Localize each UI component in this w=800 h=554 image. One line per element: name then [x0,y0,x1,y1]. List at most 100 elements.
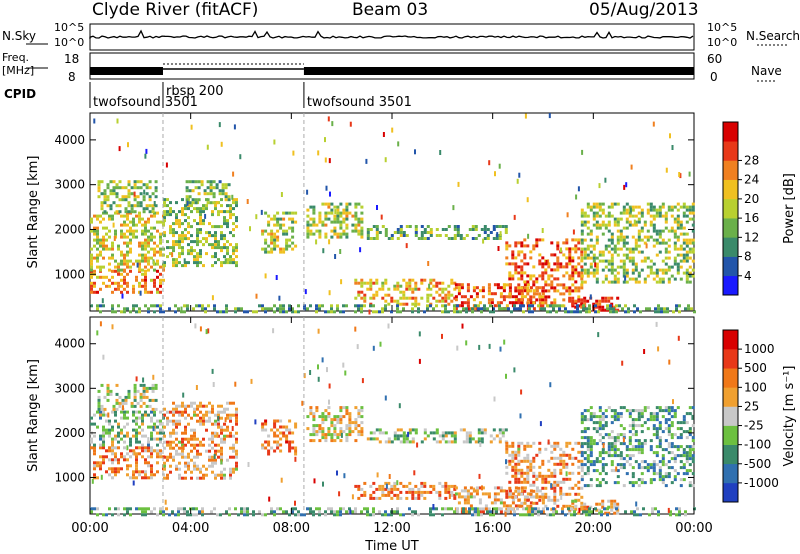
echo-cell [685,445,689,449]
echo-cell [534,507,537,511]
echo-cell [212,180,216,184]
echo-cell [426,434,430,438]
echo-cell [315,307,318,311]
echo-cell [96,256,99,260]
echo-cell [205,240,208,244]
echo-cell [568,453,572,457]
freq-band-2 [303,67,694,75]
echo-cell [637,415,641,419]
echo-cell [604,265,608,269]
echo-cell [631,277,635,281]
echo-cell [123,259,126,263]
echo-cell [640,229,644,233]
echo-cell [264,229,268,233]
y-tick-label: 1000 [54,267,85,281]
echo-cell [580,208,584,212]
echo-cell [420,225,424,228]
echo-cell [212,201,216,205]
echo-cell [595,415,599,419]
echo-cell [664,472,668,476]
echo-cell [667,475,671,479]
echo-cell [288,419,292,423]
echo-cell [123,281,126,285]
echo-cell [321,436,325,440]
echo-cell [475,295,479,299]
echo-cell [126,259,129,263]
echo-cell [549,513,552,517]
echo-cell [147,229,150,233]
echo-cell [607,262,611,266]
echo-cell [574,504,578,508]
echo-cell [187,464,190,468]
echo-cell [420,440,424,444]
echo-cell [141,259,144,263]
echo-cell [375,278,379,282]
echo-cell [508,489,512,493]
echo-cell [185,195,189,199]
echo-cell [525,507,528,511]
echo-cell [129,449,132,453]
echo-cell [447,507,450,511]
echo-cell [417,237,421,240]
echo-cell [336,214,340,218]
echo-cell [163,261,166,265]
echo-cell [682,472,686,476]
echo-cell [142,210,146,214]
echo-cell [636,507,639,511]
echo-cell [589,505,593,509]
echo-cell [124,195,128,199]
echo-cell [444,434,448,438]
echo-cell [166,246,169,250]
echo-cell [676,436,680,440]
echo-cell [339,214,343,218]
echo-cell [517,468,521,472]
echo-cell [360,406,364,410]
echo-cell [438,440,442,444]
echo-cell [132,476,135,480]
echo-cell [163,234,166,238]
echo-cell [559,492,563,496]
echo-cell [111,217,114,221]
echo-cell [229,231,232,235]
echo-cell [499,286,503,290]
echo-cell [550,268,554,272]
echo-cell [679,244,683,248]
echo-cell [658,478,662,482]
echo-cell [138,253,141,257]
echo-cell [144,434,147,438]
echo-cell [679,265,683,269]
echo-speck [457,181,460,187]
echo-cell [294,211,298,215]
echo-cell [511,277,515,281]
echo-cell [184,428,187,432]
echo-cell [657,510,660,514]
echo-cell [438,493,442,497]
echo-speck [671,145,674,150]
echo-cell [126,507,129,511]
echo-cell [520,504,524,508]
echo-cell [126,307,129,311]
echo-cell [438,299,442,303]
echo-cell [655,280,659,284]
echo-cell [144,278,147,282]
echo-cell [369,493,373,497]
echo-speck [545,260,548,265]
echo-cell [153,241,156,245]
echo-cell [478,498,482,502]
echo-cell [655,241,659,245]
echo-cell [405,287,409,291]
echo-cell [676,265,680,269]
echo-cell [580,459,584,463]
echo-cell [215,186,219,190]
echo-cell [136,204,140,208]
echo-cell [492,225,496,228]
echo-cell [221,192,225,196]
echo-speck [560,494,563,500]
echo-cell [297,310,300,314]
echo-cell [555,310,558,314]
echo-cell [498,237,502,240]
echo-cell [574,483,578,487]
echo-cell [402,513,405,517]
echo-cell [658,409,662,413]
echo-cell [492,428,496,432]
